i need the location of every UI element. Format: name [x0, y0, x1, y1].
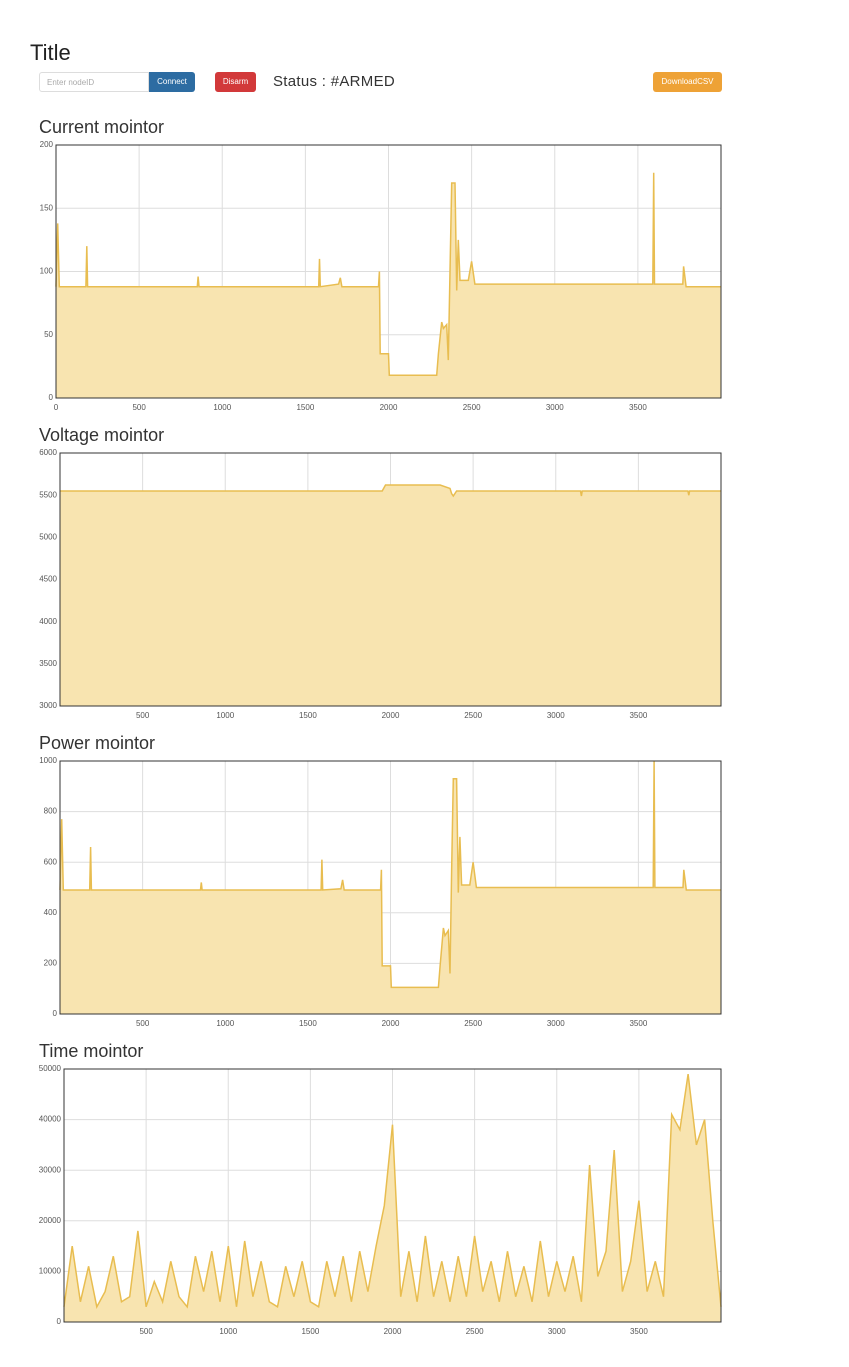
x-tick-label: 3000	[547, 1019, 565, 1028]
area-fill	[56, 172, 721, 398]
x-tick-label: 2000	[382, 711, 400, 720]
x-tick-label: 3500	[630, 1327, 648, 1336]
x-tick-label: 2000	[382, 1019, 400, 1028]
series-line	[63, 1073, 722, 1309]
x-tick-label: 3500	[629, 1019, 647, 1028]
x-tick-label: 500	[139, 1327, 153, 1336]
y-tick-label: 5500	[39, 490, 57, 499]
chart-title: Voltage mointor	[39, 425, 164, 445]
area-fill	[60, 485, 721, 706]
plot-frame	[55, 144, 722, 399]
y-tick-label: 600	[44, 857, 58, 866]
plot-frame	[59, 452, 722, 707]
y-tick-label: 20000	[39, 1216, 62, 1225]
y-tick-label: 1000	[39, 756, 57, 765]
x-tick-label: 3500	[629, 403, 647, 412]
x-tick-label: 3000	[546, 403, 564, 412]
y-tick-label: 0	[57, 1317, 62, 1326]
area-fill	[64, 1074, 721, 1322]
status-text: Status : #ARMED	[273, 73, 396, 90]
x-tick-label: 1500	[301, 1327, 319, 1336]
x-tick-label: 2500	[463, 403, 481, 412]
y-tick-label: 10000	[39, 1267, 62, 1276]
y-tick-label: 400	[44, 908, 58, 917]
y-tick-label: 50000	[39, 1064, 62, 1073]
y-tick-label: 30000	[39, 1165, 62, 1174]
y-tick-label: 200	[44, 959, 58, 968]
x-tick-label: 1000	[216, 1019, 234, 1028]
chart-title: Power mointor	[39, 733, 155, 753]
x-tick-label: 2500	[464, 1019, 482, 1028]
x-tick-label: 3500	[629, 711, 647, 720]
y-tick-label: 150	[40, 203, 54, 212]
x-tick-label: 2000	[384, 1327, 402, 1336]
chart-title: Current mointor	[39, 117, 164, 137]
download-csv-button[interactable]: DownloadCSV	[653, 72, 722, 92]
y-tick-label: 40000	[39, 1115, 62, 1124]
x-tick-label: 0	[54, 403, 59, 412]
y-tick-label: 0	[53, 1009, 58, 1018]
x-tick-label: 1000	[213, 403, 231, 412]
x-tick-label: 2500	[466, 1327, 484, 1336]
x-tick-label: 3000	[548, 1327, 566, 1336]
x-tick-label: 500	[136, 1019, 150, 1028]
connect-button[interactable]: Connect	[149, 72, 195, 92]
node-id-input[interactable]: Enter nodeID	[39, 72, 149, 92]
disarm-button[interactable]: Disarm	[215, 72, 256, 92]
y-tick-label: 5000	[39, 532, 57, 541]
x-tick-label: 500	[136, 711, 150, 720]
area-fill	[60, 761, 721, 1014]
y-tick-label: 50	[44, 330, 53, 339]
x-tick-label: 1000	[219, 1327, 237, 1336]
x-tick-label: 1000	[216, 711, 234, 720]
series-line	[55, 172, 721, 376]
x-tick-label: 1500	[299, 711, 317, 720]
page-title: Title	[30, 40, 71, 65]
plot-frame	[63, 1068, 722, 1323]
chart-title: Time mointor	[39, 1041, 143, 1061]
x-tick-label: 500	[132, 403, 146, 412]
y-tick-label: 0	[49, 393, 54, 402]
y-tick-label: 4000	[39, 617, 57, 626]
y-tick-label: 4500	[39, 575, 57, 584]
x-tick-label: 1500	[299, 1019, 317, 1028]
y-tick-label: 6000	[39, 448, 57, 457]
x-tick-label: 2000	[380, 403, 398, 412]
plot-frame	[59, 760, 722, 1015]
x-tick-label: 2500	[464, 711, 482, 720]
x-tick-label: 1500	[296, 403, 314, 412]
x-tick-label: 3000	[547, 711, 565, 720]
y-tick-label: 200	[40, 140, 54, 149]
y-tick-label: 100	[40, 267, 54, 276]
series-line	[60, 484, 721, 498]
y-tick-label: 3000	[39, 701, 57, 710]
y-tick-label: 3500	[39, 659, 57, 668]
series-line	[59, 760, 721, 989]
y-tick-label: 800	[44, 807, 58, 816]
